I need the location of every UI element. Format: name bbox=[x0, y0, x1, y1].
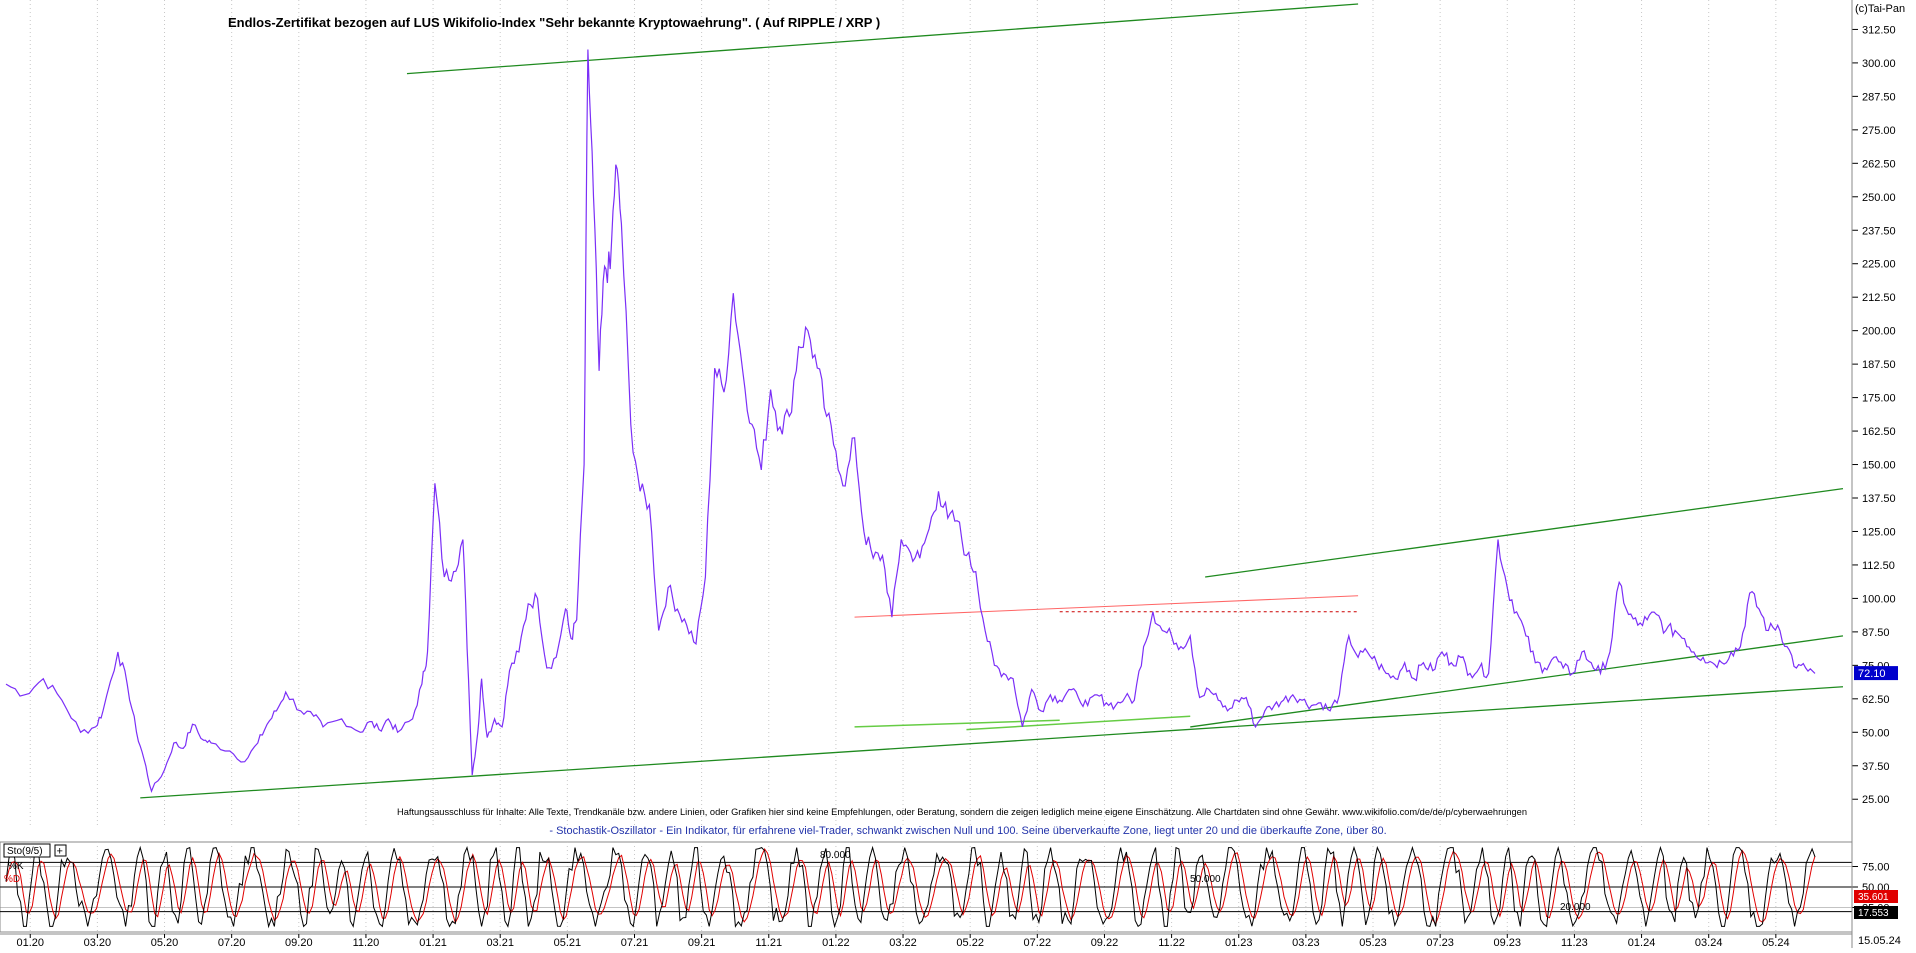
current-d-value: 35.601 bbox=[1858, 892, 1889, 903]
price-y-tick-label: 287.50 bbox=[1862, 91, 1896, 103]
price-y-axis: 312.50 300.00 287.50 275.00 262.50 250.00 237.… bbox=[1852, 24, 1896, 806]
x-tick-label: 05.24 bbox=[1762, 937, 1790, 948]
price-y-tick-label: 187.50 bbox=[1862, 359, 1896, 371]
trend-line bbox=[140, 686, 1844, 799]
x-tick-label: 07.23 bbox=[1426, 937, 1454, 948]
price-y-tick-label: 37.50 bbox=[1862, 761, 1890, 773]
x-tick-label: 05.21 bbox=[554, 937, 582, 948]
level-80-label: 80.000 bbox=[820, 850, 851, 861]
current-k-marker: 17.553 bbox=[1854, 906, 1898, 919]
x-tick-label: 03.24 bbox=[1695, 937, 1723, 948]
x-tick-label: 11.23 bbox=[1561, 937, 1588, 948]
current-d-marker: 35.601 bbox=[1854, 890, 1898, 903]
price-y-tick-label: 212.50 bbox=[1862, 292, 1896, 304]
price-series-line bbox=[5, 49, 1816, 794]
stochastic-y-tick-label: 75.00 bbox=[1862, 862, 1890, 874]
x-tick-label: 05.22 bbox=[956, 937, 984, 948]
price-y-tick-label: 25.00 bbox=[1862, 794, 1890, 806]
trend-line bbox=[854, 595, 1359, 618]
price-y-tick-label: 100.00 bbox=[1862, 593, 1896, 605]
x-tick-label: 01.24 bbox=[1628, 937, 1656, 948]
price-y-tick-label: 300.00 bbox=[1862, 58, 1896, 70]
x-tick-label: 01.22 bbox=[822, 937, 850, 948]
x-tick-label: 09.20 bbox=[285, 937, 313, 948]
x-tick-label: 01.23 bbox=[1225, 937, 1253, 948]
x-tick-label: 09.22 bbox=[1091, 937, 1119, 948]
x-tick-label: 01.20 bbox=[16, 937, 44, 948]
price-y-tick-label: 125.00 bbox=[1862, 526, 1896, 538]
x-tick-label: 07.21 bbox=[621, 937, 649, 948]
x-tick-label: 11.22 bbox=[1158, 937, 1185, 948]
current-price-marker: 72.10 bbox=[1854, 666, 1898, 681]
price-y-tick-label: 162.50 bbox=[1862, 426, 1896, 438]
x-tick-label: 03.21 bbox=[486, 937, 514, 948]
price-y-tick-label: 262.50 bbox=[1862, 158, 1896, 170]
x-tick-label: 01.21 bbox=[419, 937, 447, 948]
price-y-tick-label: 87.50 bbox=[1862, 627, 1890, 639]
price-y-tick-label: 237.50 bbox=[1862, 225, 1896, 237]
x-tick-label: 07.20 bbox=[218, 937, 246, 948]
legend-sto-label: Sto(9/5) bbox=[7, 846, 43, 857]
disclaimer-text: Haftungsausschluss für Inhalte: Alle Tex… bbox=[397, 807, 1527, 817]
x-tick-label: 03.22 bbox=[889, 937, 917, 948]
price-y-tick-label: 150.00 bbox=[1862, 460, 1896, 472]
level-50-label: 50.000 bbox=[1190, 874, 1221, 885]
trend-line bbox=[1205, 487, 1844, 578]
price-panel: 312.50 300.00 287.50 275.00 262.50 250.00 237.… bbox=[5, 0, 1905, 837]
copyright-label: (c)Tai-Pan bbox=[1855, 3, 1905, 15]
trend-line bbox=[406, 3, 1359, 75]
stochastic-note: - Stochastik-Oszillator - Ein Indikator,… bbox=[549, 825, 1386, 837]
last-date-label: 15.05.24 bbox=[1858, 935, 1901, 947]
price-y-tick-label: 62.50 bbox=[1862, 694, 1890, 706]
x-tick-label: 03.20 bbox=[84, 937, 112, 948]
price-grid bbox=[29, 0, 1777, 826]
price-y-tick-label: 312.50 bbox=[1862, 24, 1896, 36]
x-axis: 01.20 03.20 05.20 07.20 09.20 11.20 01.21 03.21… bbox=[0, 933, 1852, 949]
price-y-tick-label: 175.00 bbox=[1862, 393, 1896, 405]
x-tick-label: 09.23 bbox=[1494, 937, 1522, 948]
legend-box bbox=[3, 843, 51, 858]
x-tick-label: 11.21 bbox=[755, 937, 782, 948]
stochastic-k-line bbox=[5, 845, 1816, 929]
x-tick-label: 07.22 bbox=[1024, 937, 1052, 948]
level-20-label: 20.000 bbox=[1560, 902, 1591, 913]
price-trendlines bbox=[140, 3, 1844, 799]
x-tick-label: 11.20 bbox=[353, 937, 380, 948]
stochastic-legend: Sto(9/5) + %K %D bbox=[3, 843, 67, 885]
price-y-tick-label: 250.00 bbox=[1862, 192, 1896, 204]
current-k-value: 17.553 bbox=[1858, 908, 1889, 919]
legend-d-label: %D bbox=[4, 874, 20, 885]
legend-k-label: %K bbox=[8, 861, 24, 872]
x-tick-label: 05.23 bbox=[1359, 937, 1387, 948]
x-tick-label: 05.20 bbox=[151, 937, 179, 948]
price-y-tick-label: 50.00 bbox=[1862, 727, 1890, 739]
chart-title: Endlos-Zertifikat bezogen auf LUS Wikifo… bbox=[228, 15, 880, 30]
price-y-tick-label: 225.00 bbox=[1862, 259, 1896, 271]
x-tick-label: 03.23 bbox=[1292, 937, 1320, 948]
plus-icon[interactable]: + bbox=[57, 846, 63, 858]
trend-line bbox=[854, 719, 1060, 728]
price-y-tick-label: 112.50 bbox=[1862, 560, 1895, 572]
current-price-value: 72.10 bbox=[1858, 668, 1886, 680]
price-y-tick-label: 200.00 bbox=[1862, 326, 1896, 338]
x-tick-label: 09.21 bbox=[688, 937, 716, 948]
trend-line bbox=[966, 715, 1191, 731]
trend-line bbox=[1190, 635, 1844, 728]
price-y-tick-label: 275.00 bbox=[1862, 125, 1896, 137]
expand-button[interactable] bbox=[54, 844, 67, 857]
price-y-tick-label: 137.50 bbox=[1862, 493, 1896, 505]
